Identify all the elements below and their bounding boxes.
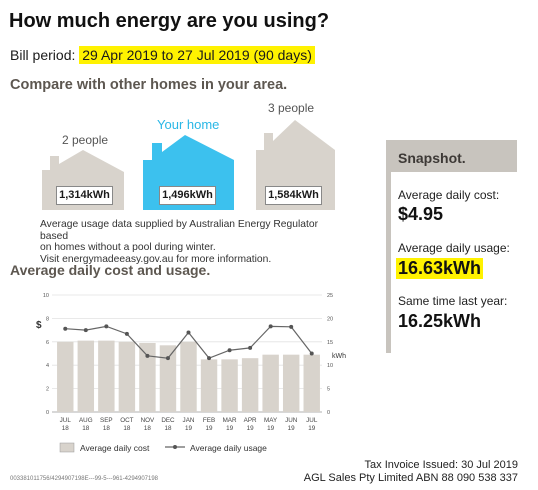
note-line: on homes without a pool during winter. <box>40 242 216 253</box>
x-tick-label: 19 <box>185 425 193 432</box>
right-tick-label: 15 <box>327 340 333 346</box>
usage-point <box>165 356 170 361</box>
x-tick-label: MAR <box>223 417 237 424</box>
x-tick-label: 18 <box>103 425 111 432</box>
bar <box>118 341 136 412</box>
snapshot-last-year-label: Same time last year: <box>398 294 508 308</box>
usage-point <box>104 324 109 329</box>
x-tick-label: 19 <box>288 425 296 432</box>
right-tick-label: 25 <box>327 293 333 299</box>
bar <box>57 341 74 412</box>
barcode-text: 003381011756/4294907198E---99-5---961-42… <box>10 476 159 482</box>
bar <box>159 345 177 412</box>
snapshot-cost-label: Average daily cost: <box>398 188 500 202</box>
x-tick-label: DEC <box>161 417 175 424</box>
x-tick-label: 19 <box>206 425 214 432</box>
legend-swatch-cost <box>59 442 75 453</box>
snapshot-usage-label: Average daily usage: <box>398 241 510 255</box>
snapshot-usage-value: 16.63kWh <box>396 258 484 279</box>
left-tick-label: 2 <box>46 387 49 393</box>
snapshot-cost-value: $4.95 <box>398 204 444 224</box>
x-tick-label: JUN <box>285 417 298 424</box>
x-tick-label: 19 <box>308 425 316 432</box>
bar <box>98 340 115 412</box>
usage-point <box>186 330 191 335</box>
usage-point <box>309 351 314 356</box>
usage-point <box>289 324 294 329</box>
x-tick-label: JAN <box>183 417 195 424</box>
x-tick-label: MAY <box>264 417 278 424</box>
x-tick-label: JUL <box>306 417 318 424</box>
usage-point <box>268 324 273 329</box>
house-kwh-3-people: 1,584kWh <box>265 186 322 205</box>
bar <box>221 359 238 412</box>
x-tick-label: SEP <box>100 417 113 424</box>
usage-point <box>145 353 150 358</box>
x-tick-label: 18 <box>62 425 70 432</box>
house-label-your-home: Your home <box>157 117 220 132</box>
snapshot-last-year-value: 16.25kWh <box>398 311 482 331</box>
x-tick-label: 19 <box>226 425 234 432</box>
bar <box>77 340 95 412</box>
x-tick-label: FEB <box>203 417 215 424</box>
bar <box>282 354 300 412</box>
bill-period: Bill period: 29 Apr 2019 to 27 Jul 2019 … <box>10 46 315 64</box>
x-tick-label: AUG <box>79 417 93 424</box>
legend-label-usage: Average daily usage <box>190 443 267 453</box>
usage-chart: 02468100510152025$kWhJUL18AUG18SEP18OCT1… <box>36 293 346 453</box>
page-title: How much energy are you using? <box>9 10 330 32</box>
left-tick-label: 10 <box>43 293 49 299</box>
bar <box>139 342 156 412</box>
usage-point <box>124 331 129 336</box>
right-tick-label: 5 <box>327 387 330 393</box>
usage-point <box>63 326 68 331</box>
left-tick-label: 4 <box>46 363 49 369</box>
comparison-note: Average usage data supplied by Australia… <box>40 219 340 265</box>
house-kwh-your-home: 1,496kWh <box>159 186 216 205</box>
right-axis-label: kWh <box>332 353 346 360</box>
right-tick-label: 10 <box>327 363 333 369</box>
bar <box>303 354 320 412</box>
usage-point <box>248 345 253 350</box>
bar <box>241 358 259 412</box>
left-tick-label: 8 <box>46 316 49 322</box>
bill-period-label: Bill period: <box>10 47 76 63</box>
bar <box>200 359 218 412</box>
bar <box>180 341 197 412</box>
note-line: Average usage data supplied by Australia… <box>40 219 319 242</box>
tax-invoice-issued: Tax Invoice Issued: 30 Jul 2019 <box>364 459 518 471</box>
x-tick-label: 18 <box>123 425 131 432</box>
company-abn: AGL Sales Pty Limited ABN 88 090 538 337 <box>303 472 518 484</box>
x-tick-label: 18 <box>82 425 90 432</box>
x-tick-label: 19 <box>267 425 275 432</box>
right-tick-label: 0 <box>327 410 330 416</box>
x-tick-label: OCT <box>120 417 133 424</box>
note-line: Visit energymadeeasy.gov.au for more inf… <box>40 253 272 265</box>
usage-point <box>227 348 232 353</box>
legend-label-cost: Average daily cost <box>80 443 150 453</box>
compare-heading: Compare with other homes in your area. <box>10 77 288 93</box>
x-tick-label: 18 <box>144 425 152 432</box>
average-heading: Average daily cost and usage. <box>10 262 211 278</box>
house-kwh-2-people: 1,314kWh <box>56 186 113 205</box>
house-label-3-people: 3 people <box>268 101 315 115</box>
bar <box>262 354 279 412</box>
snapshot-title: Snapshot. <box>398 150 466 166</box>
usage-point <box>207 356 212 361</box>
x-tick-label: JUL <box>60 417 72 424</box>
legend-swatch-usage-point <box>173 445 177 449</box>
x-tick-label: 19 <box>247 425 255 432</box>
left-tick-label: 6 <box>46 340 49 346</box>
left-axis-label: $ <box>36 320 42 331</box>
left-tick-label: 0 <box>46 410 49 416</box>
x-tick-label: 18 <box>164 425 172 432</box>
bill-period-value: 29 Apr 2019 to 27 Jul 2019 (90 days) <box>79 46 315 64</box>
house-label-2-people: 2 people <box>62 133 109 147</box>
x-tick-label: APR <box>244 417 257 424</box>
x-tick-label: NOV <box>141 417 155 424</box>
usage-point <box>83 328 88 333</box>
right-tick-label: 20 <box>327 316 333 322</box>
